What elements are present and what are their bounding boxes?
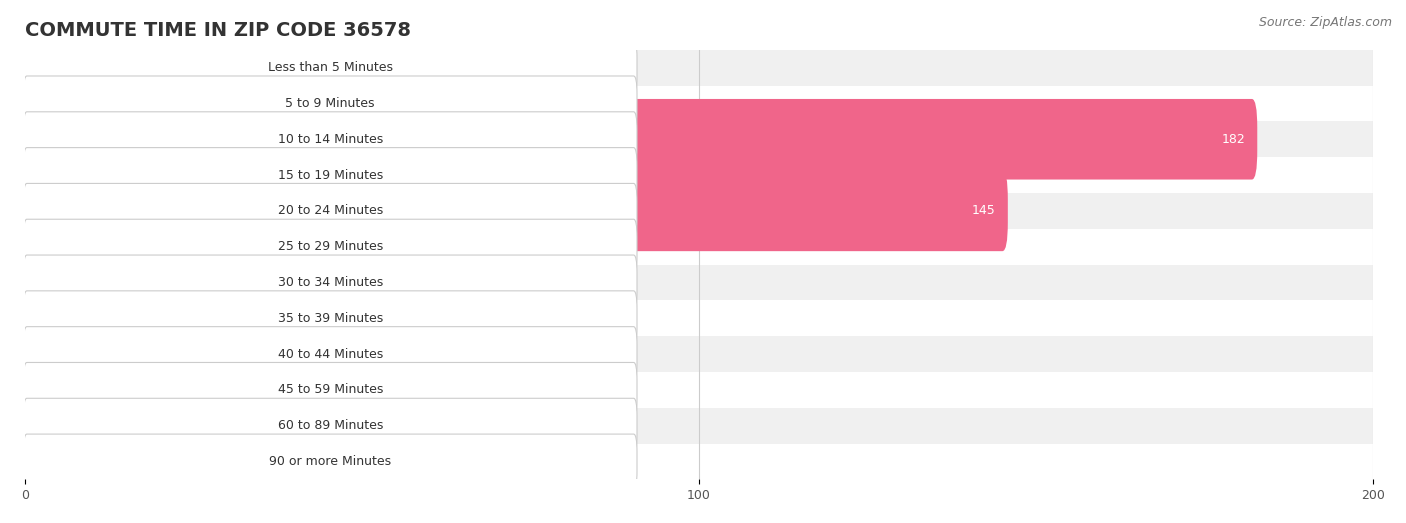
Text: 90 or more Minutes: 90 or more Minutes bbox=[269, 455, 391, 468]
FancyBboxPatch shape bbox=[20, 170, 1008, 251]
FancyBboxPatch shape bbox=[20, 242, 557, 323]
FancyBboxPatch shape bbox=[24, 112, 637, 167]
FancyBboxPatch shape bbox=[24, 327, 637, 382]
FancyBboxPatch shape bbox=[20, 278, 34, 359]
Text: 60 to 89 Minutes: 60 to 89 Minutes bbox=[277, 419, 382, 432]
FancyBboxPatch shape bbox=[24, 147, 637, 202]
FancyBboxPatch shape bbox=[20, 314, 34, 394]
FancyBboxPatch shape bbox=[24, 40, 637, 95]
Text: 0: 0 bbox=[45, 312, 53, 325]
FancyBboxPatch shape bbox=[24, 291, 637, 346]
Text: 5 to 9 Minutes: 5 to 9 Minutes bbox=[285, 97, 375, 110]
Bar bbox=[25, 86, 1374, 121]
Text: Source: ZipAtlas.com: Source: ZipAtlas.com bbox=[1258, 16, 1392, 29]
Text: 182: 182 bbox=[1222, 133, 1246, 146]
FancyBboxPatch shape bbox=[20, 135, 603, 215]
Text: 12: 12 bbox=[127, 97, 142, 110]
Text: 45 to 59 Minutes: 45 to 59 Minutes bbox=[277, 383, 382, 396]
FancyBboxPatch shape bbox=[20, 385, 198, 466]
FancyBboxPatch shape bbox=[24, 399, 637, 453]
FancyBboxPatch shape bbox=[24, 362, 637, 417]
Bar bbox=[25, 265, 1374, 300]
FancyBboxPatch shape bbox=[24, 255, 637, 310]
FancyBboxPatch shape bbox=[20, 63, 111, 144]
FancyBboxPatch shape bbox=[24, 434, 637, 489]
Text: 35 to 39 Minutes: 35 to 39 Minutes bbox=[277, 312, 382, 325]
Text: 85: 85 bbox=[619, 168, 634, 181]
Bar bbox=[25, 193, 1374, 229]
FancyBboxPatch shape bbox=[24, 184, 637, 238]
FancyBboxPatch shape bbox=[20, 99, 1257, 179]
Text: 27: 27 bbox=[228, 455, 243, 468]
Bar bbox=[25, 157, 1374, 193]
FancyBboxPatch shape bbox=[20, 350, 408, 430]
Text: 15 to 19 Minutes: 15 to 19 Minutes bbox=[277, 168, 382, 181]
Text: 25 to 29 Minutes: 25 to 29 Minutes bbox=[277, 240, 382, 253]
Bar bbox=[25, 300, 1374, 336]
Text: 30 to 34 Minutes: 30 to 34 Minutes bbox=[277, 276, 382, 289]
Text: 0: 0 bbox=[45, 348, 53, 361]
FancyBboxPatch shape bbox=[20, 421, 212, 502]
FancyBboxPatch shape bbox=[24, 219, 637, 274]
Text: Less than 5 Minutes: Less than 5 Minutes bbox=[267, 61, 392, 74]
FancyBboxPatch shape bbox=[20, 207, 152, 287]
Bar bbox=[25, 50, 1374, 86]
Text: 14: 14 bbox=[139, 61, 155, 74]
Bar bbox=[25, 408, 1374, 444]
Text: COMMUTE TIME IN ZIP CODE 36578: COMMUTE TIME IN ZIP CODE 36578 bbox=[25, 21, 411, 40]
FancyBboxPatch shape bbox=[24, 76, 637, 131]
Text: 20 to 24 Minutes: 20 to 24 Minutes bbox=[277, 204, 382, 218]
Bar bbox=[25, 229, 1374, 265]
Text: 25: 25 bbox=[214, 419, 229, 432]
Bar bbox=[25, 444, 1374, 480]
Text: 145: 145 bbox=[972, 204, 995, 218]
FancyBboxPatch shape bbox=[20, 27, 125, 108]
Text: 56: 56 bbox=[423, 383, 439, 396]
Bar bbox=[25, 336, 1374, 372]
Text: 10 to 14 Minutes: 10 to 14 Minutes bbox=[277, 133, 382, 146]
Text: 18: 18 bbox=[166, 240, 183, 253]
Text: 40 to 44 Minutes: 40 to 44 Minutes bbox=[277, 348, 382, 361]
Bar bbox=[25, 121, 1374, 157]
Bar bbox=[25, 372, 1374, 408]
Text: 78: 78 bbox=[571, 276, 586, 289]
